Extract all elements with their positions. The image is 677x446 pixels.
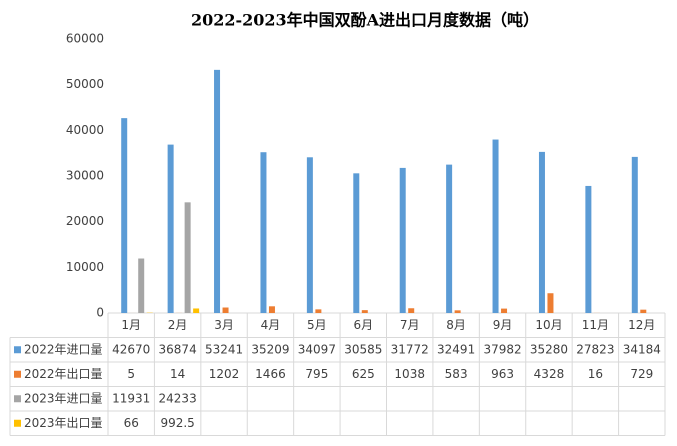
x-tick-label: 8月 — [446, 318, 466, 332]
table-value: 53241 — [205, 342, 243, 356]
table-value: 35209 — [251, 342, 289, 356]
y-tick-label: 10000 — [66, 260, 104, 274]
legend-swatch — [14, 370, 21, 378]
table-value: 963 — [491, 367, 514, 381]
bar — [446, 164, 453, 313]
table-value: 31772 — [391, 342, 429, 356]
table-value: 992.5 — [160, 416, 194, 430]
bar — [399, 167, 406, 313]
bar — [138, 258, 145, 313]
bar — [361, 310, 368, 313]
bar — [631, 156, 638, 313]
table-value: 66 — [124, 416, 139, 430]
table-value: 27823 — [576, 342, 614, 356]
bar — [408, 308, 415, 313]
y-tick-label: 20000 — [66, 214, 104, 228]
bar — [501, 308, 508, 313]
bar — [184, 202, 191, 313]
table-value: 729 — [630, 367, 653, 381]
table-value: 795 — [305, 367, 328, 381]
bar — [315, 309, 322, 313]
table-value: 1202 — [209, 367, 240, 381]
table-value: 16 — [588, 367, 603, 381]
x-tick-label: 3月 — [214, 318, 234, 332]
bar — [547, 293, 554, 313]
table-value: 583 — [445, 367, 468, 381]
table-value: 5 — [127, 367, 135, 381]
bar — [492, 139, 499, 313]
x-tick-label: 7月 — [400, 318, 420, 332]
y-tick-label: 40000 — [66, 123, 104, 137]
bar — [167, 144, 174, 313]
table-value: 32491 — [437, 342, 475, 356]
x-tick-label: 1月 — [121, 318, 141, 332]
bar — [260, 152, 267, 313]
x-tick-label: 5月 — [307, 318, 327, 332]
table-value: 11931 — [112, 391, 150, 405]
table-value: 4328 — [534, 367, 565, 381]
x-tick-label: 12月 — [628, 318, 655, 332]
y-tick-label: 60000 — [66, 32, 104, 46]
x-tick-label: 4月 — [261, 318, 281, 332]
x-tick-label: 11月 — [582, 318, 609, 332]
bar — [121, 118, 128, 313]
table-value: 35280 — [530, 342, 568, 356]
chart-title: 2022-2023年中国双酚A进出口月度数据（吨） — [191, 11, 539, 30]
bar — [268, 306, 275, 313]
x-tick-label: 10月 — [535, 318, 562, 332]
table-value: 34184 — [623, 342, 661, 356]
table-value: 30585 — [344, 342, 382, 356]
bar — [193, 308, 200, 313]
legend-swatch — [14, 346, 21, 354]
legend-label: 2022年进口量 — [24, 342, 103, 356]
table-value: 24233 — [159, 391, 197, 405]
table-value: 14 — [170, 367, 185, 381]
bar — [538, 151, 545, 313]
x-tick-label: 9月 — [493, 318, 513, 332]
table-value: 34097 — [298, 342, 336, 356]
x-tick-label: 2月 — [168, 318, 188, 332]
legend-swatch — [14, 395, 21, 403]
y-tick-label: 50000 — [66, 77, 104, 91]
bar — [306, 157, 313, 313]
table-value: 1038 — [394, 367, 425, 381]
table-value: 1466 — [255, 367, 286, 381]
bar — [454, 310, 461, 313]
table-value: 36874 — [159, 342, 197, 356]
x-tick-label: 6月 — [353, 318, 373, 332]
bar — [640, 309, 647, 313]
bar — [214, 69, 221, 314]
table-value: 42670 — [112, 342, 150, 356]
bar — [585, 185, 592, 313]
legend-swatch — [14, 419, 21, 427]
y-tick-label: 30000 — [66, 169, 104, 183]
bar — [222, 307, 229, 313]
y-tick-label: 0 — [96, 306, 104, 320]
table-value: 625 — [352, 367, 375, 381]
bar — [353, 173, 360, 313]
legend-label: 2023年出口量 — [24, 416, 103, 430]
legend-label: 2022年出口量 — [24, 367, 103, 381]
legend-label: 2023年进口量 — [24, 391, 103, 405]
table-value: 37982 — [483, 342, 521, 356]
